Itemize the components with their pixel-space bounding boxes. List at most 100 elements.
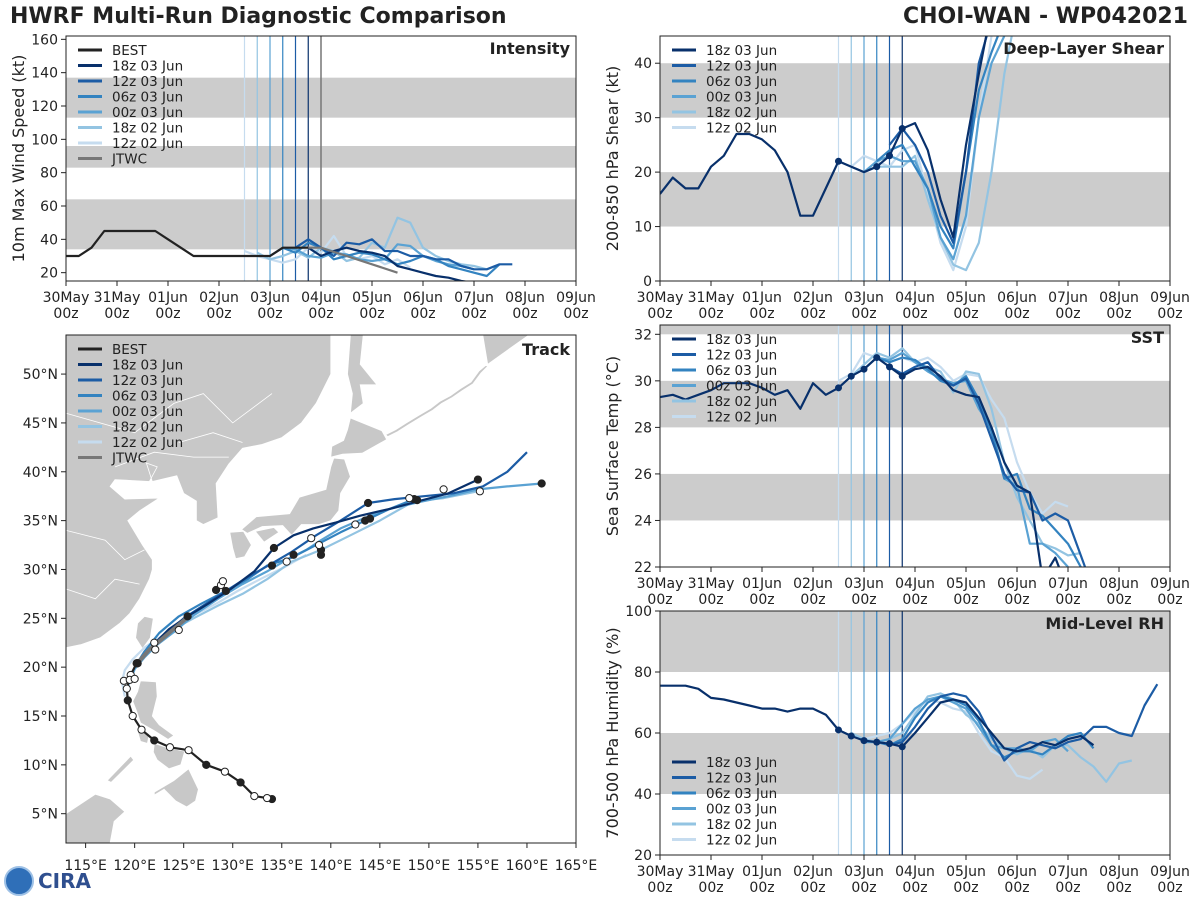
legend-label-12z-02-jun: 12z 02 Jun — [112, 136, 183, 152]
x-tick-label-day: 01Jun — [742, 290, 782, 306]
figure-title-right: CHOI-WAN - WP042021 — [903, 4, 1188, 29]
x-tick-label: 150°E — [408, 858, 451, 874]
band-0 — [660, 733, 1170, 794]
series-line-06z-03-jun — [876, 356, 1083, 567]
x-tick-label-hour: 00z — [359, 306, 384, 322]
border-0 — [66, 393, 273, 434]
x-tick-label-day: 30May — [637, 290, 684, 306]
land-hokkaido — [330, 417, 388, 458]
series-marker-best — [886, 740, 893, 748]
series-line-18z-03-jun — [901, 36, 988, 239]
x-tick-label-day: 08Jun — [1099, 290, 1139, 306]
track-marker-extra — [289, 550, 298, 559]
x-tick-label-hour: 00z — [902, 306, 927, 322]
legend-label-00z-03-jun: 00z 03 Jun — [706, 802, 777, 818]
y-tick-label: 40 — [634, 787, 652, 803]
x-tick-label: 135°E — [260, 858, 303, 874]
y-axis: 0 10 20 30 40 200-850 hPa Shear (kt) — [603, 56, 660, 290]
x-tick-label-hour: 00z — [953, 592, 978, 608]
x-tick-label: 140°E — [310, 858, 353, 874]
legend-label-best: BEST — [112, 342, 147, 358]
x-tick-label: 165°E — [555, 858, 598, 874]
y-tick-label: 160 — [31, 32, 58, 48]
track-marker-extra — [151, 645, 160, 654]
y-tick-label: 26 — [634, 467, 652, 483]
y-axis-label: 10m Max Wind Speed (kt) — [9, 55, 28, 263]
series-line-18z-02-jun — [256, 216, 488, 271]
x-tick-label-day: 03Jun — [844, 576, 884, 592]
series-line-18z-03-jun — [901, 698, 1095, 753]
y-tick-label: 32 — [634, 327, 652, 343]
track-marker-06z-03-jun — [221, 586, 230, 596]
track-marker-extra — [211, 585, 221, 595]
series-marker-best — [873, 354, 881, 362]
series-marker-best — [835, 157, 842, 165]
legend-label-18z-02-jun: 18z 02 Jun — [706, 394, 777, 410]
land-luzon — [132, 680, 175, 740]
track-marker-best — [202, 760, 211, 769]
band-1 — [660, 380, 1170, 428]
legend-label-18z-02-jun: 18z 02 Jun — [706, 105, 777, 121]
y-tick-label: 60 — [634, 726, 652, 742]
track-marker-extra — [150, 638, 159, 647]
series-group — [660, 36, 1013, 272]
legend-label-18z-02-jun: 18z 02 Jun — [706, 817, 777, 833]
y-tick-label: 40 — [634, 56, 652, 72]
x-axis: 115°E 120°E 125°E 130°E 135°E 140°E 145°E 150°E… — [64, 843, 597, 874]
track-marker-extra — [307, 534, 316, 543]
track-marker-extra — [130, 674, 139, 683]
series-line-12z-02-jun — [838, 36, 993, 272]
legend-label-18z-03-jun: 18z 03 Jun — [112, 358, 183, 374]
y-tick-label: 140 — [31, 66, 58, 82]
series-line-18z-03-jun — [307, 246, 470, 281]
x-tick-label-hour: 00z — [1055, 592, 1080, 608]
series-marker-best — [898, 372, 906, 380]
x-tick-label-day: 31May — [688, 864, 735, 880]
x-tick-label-day: 08Jun — [505, 290, 545, 306]
x-tick-label: 160°E — [506, 858, 549, 874]
series-marker-best — [847, 372, 855, 380]
track-marker-best — [236, 778, 245, 787]
y-tick-label: 20 — [634, 848, 652, 864]
bands — [660, 63, 1170, 227]
x-tick-label-day: 09Jun — [1150, 290, 1190, 306]
x-tick-label-hour: 00z — [698, 592, 723, 608]
y-tick-label: 10 — [634, 220, 652, 236]
track-marker-best — [123, 696, 132, 705]
x-tick-label-hour: 00z — [308, 306, 333, 322]
border-4 — [178, 432, 243, 443]
x-tick-label-day: 07Jun — [1048, 576, 1088, 592]
track-marker-best — [122, 684, 131, 693]
series-marker-best — [886, 363, 893, 371]
legend-label-00z-03-jun: 00z 03 Jun — [706, 90, 777, 106]
y-axis-label: 200-850 hPa Shear (kt) — [603, 66, 622, 252]
x-tick-label-hour: 00z — [461, 306, 486, 322]
x-tick-label-day: 06Jun — [997, 290, 1037, 306]
land-kyushu — [229, 530, 252, 560]
x-tick-label-day: 03Jun — [250, 290, 290, 306]
series-marker-best — [835, 726, 842, 734]
x-tick-label-hour: 00z — [1055, 306, 1080, 322]
track-marker-extra — [475, 487, 484, 496]
province-borders — [66, 393, 273, 600]
land-sakhalin — [347, 335, 378, 415]
x-tick-label-hour: 00z — [851, 592, 876, 608]
x-tick-label-day: 02Jun — [793, 290, 833, 306]
x-tick-label-hour: 00z — [512, 306, 537, 322]
band-1 — [660, 63, 1170, 118]
x-tick-label-hour: 00z — [1157, 880, 1182, 896]
x-tick-label-day: 06Jun — [997, 864, 1037, 880]
x-axis: 30May00z31May00z01Jun00z02Jun00z03Jun00z… — [43, 281, 596, 322]
x-tick-label-day: 30May — [43, 290, 90, 306]
x-tick-label-hour: 00z — [749, 880, 774, 896]
legend-label-00z-03-jun: 00z 03 Jun — [112, 404, 183, 420]
x-tick-label-day: 04Jun — [895, 576, 935, 592]
series-line-18z-02-jun — [850, 36, 1013, 272]
x-tick-label-hour: 00z — [647, 880, 672, 896]
legend-label-jtwc: JTWC — [111, 451, 147, 467]
y-tick-label: 22 — [634, 560, 652, 576]
series-group — [66, 216, 513, 281]
